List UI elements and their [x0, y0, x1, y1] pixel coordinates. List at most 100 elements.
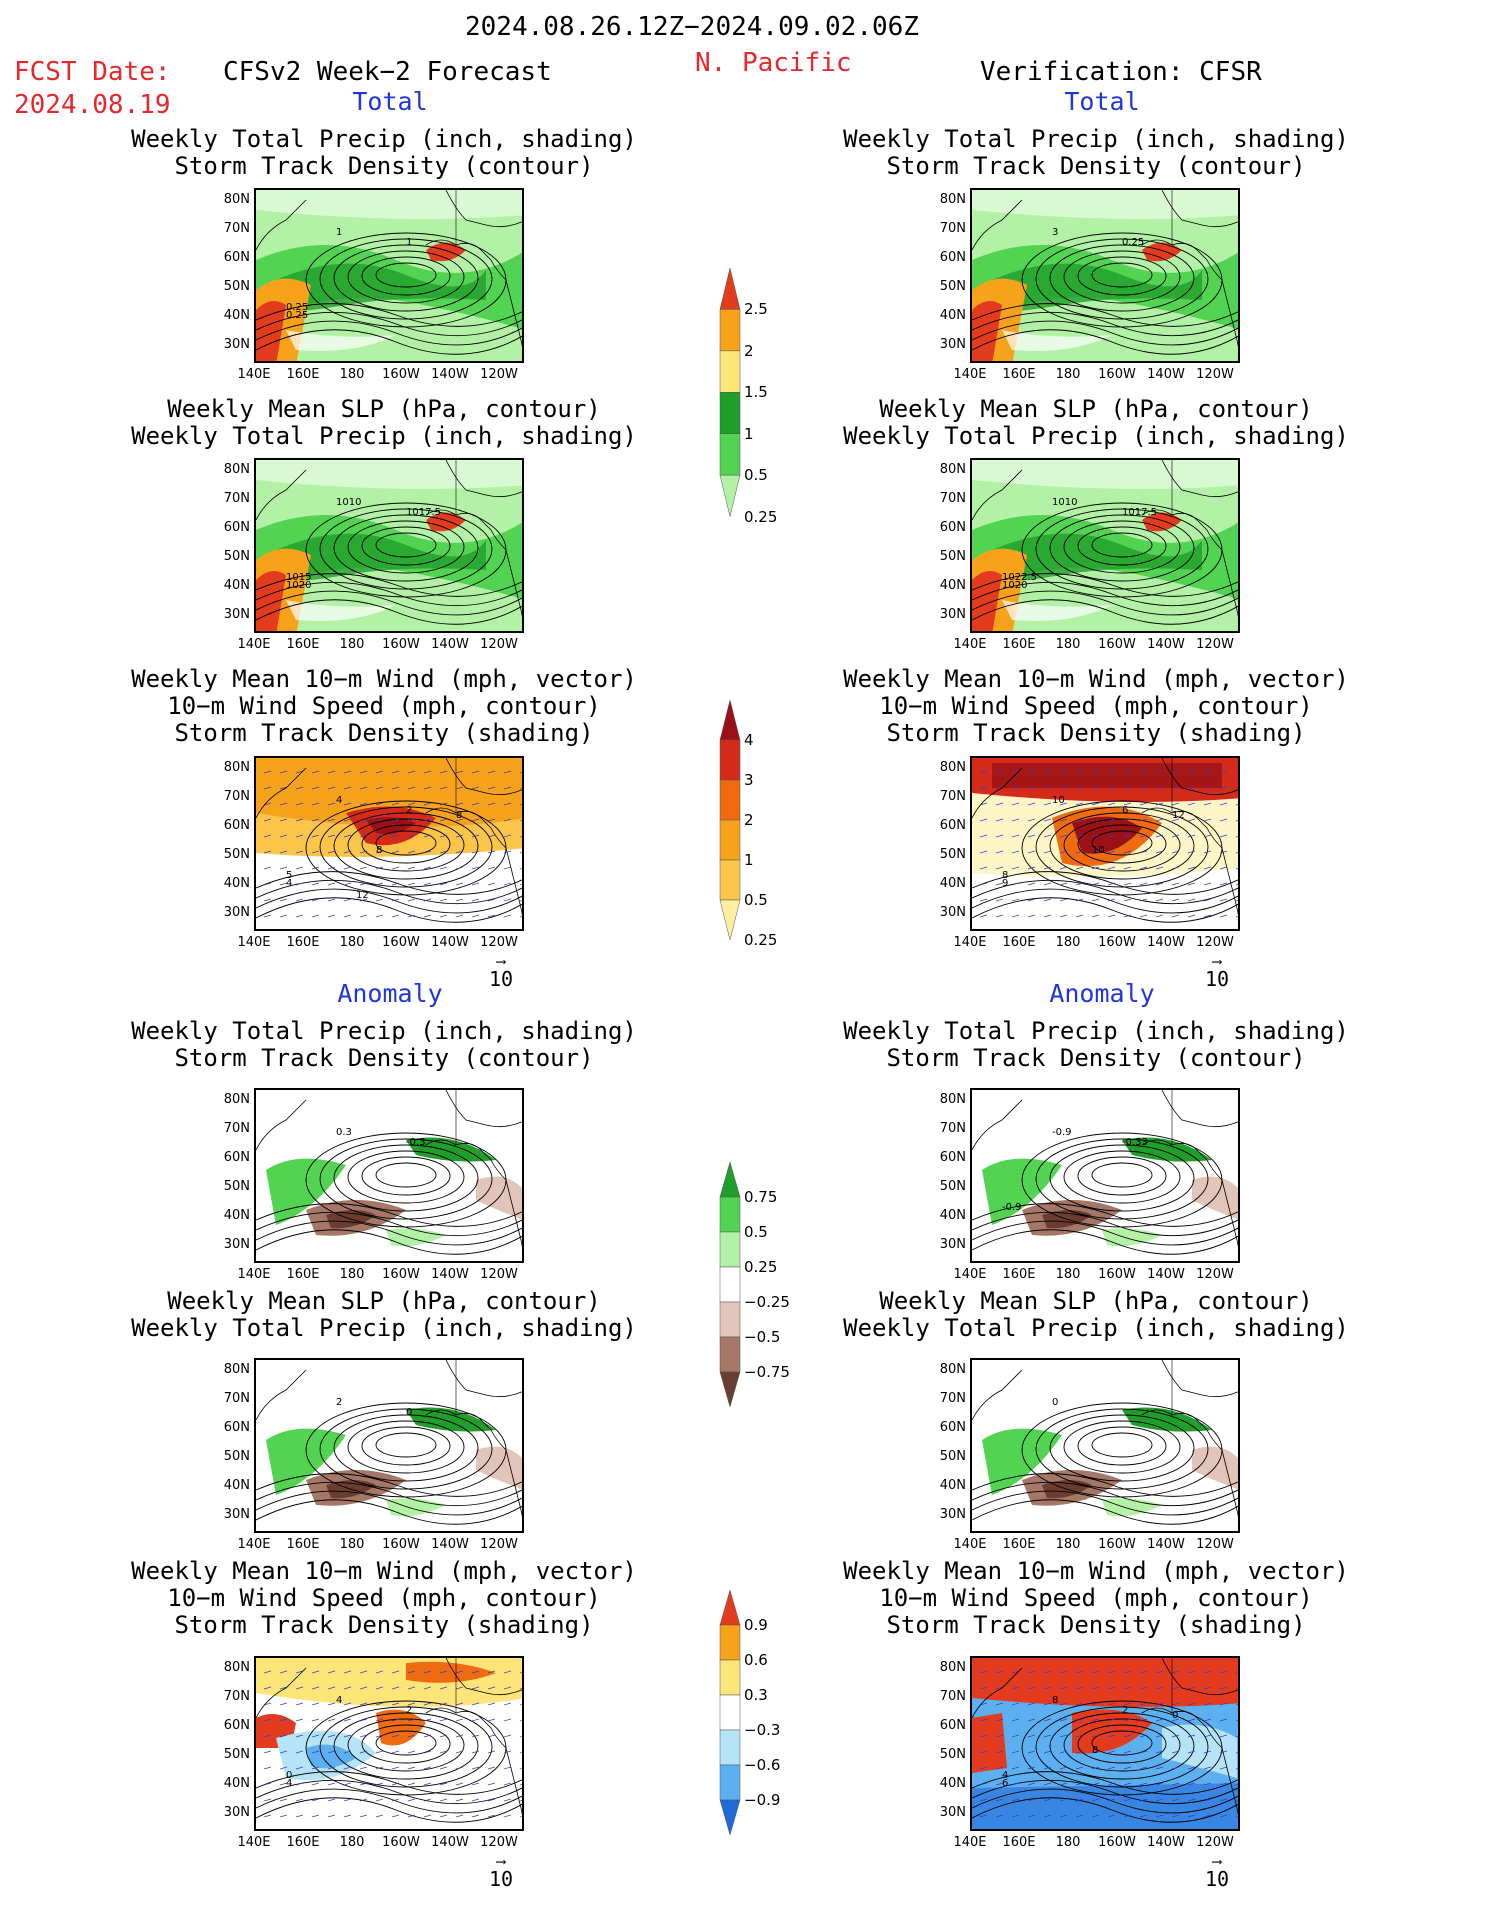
- vector-reference: ⟶ 10: [488, 1854, 514, 1891]
- lat-tick: 30N: [223, 1805, 250, 1820]
- lon-tick: 160E: [1002, 1537, 1036, 1552]
- lon-tick: 120W: [1196, 1267, 1234, 1282]
- lon-tick: 180: [339, 1267, 365, 1282]
- lon-tick: 160W: [1098, 1537, 1136, 1552]
- lat-tick: 70N: [223, 1391, 250, 1406]
- contour-label: 8: [1052, 1695, 1058, 1706]
- lon-tick: 140W: [1147, 1835, 1185, 1850]
- lat-tick: 60N: [223, 520, 250, 535]
- map-v-anom-slp: 0: [972, 1360, 1238, 1531]
- vector-reference: ⟶ 10: [1204, 954, 1230, 991]
- lon-tick: 180: [339, 1835, 365, 1850]
- lat-tick: 80N: [223, 1092, 250, 1107]
- lon-tick: 140W: [431, 637, 469, 652]
- lat-tick: 30N: [939, 1805, 966, 1820]
- contour-label: -0.9: [1052, 1127, 1072, 1138]
- map-v-anom-wind: 8 2 46 8 0: [972, 1658, 1238, 1829]
- contour-label: 4: [286, 1778, 292, 1789]
- colorbar-label: 0.9: [744, 1616, 768, 1634]
- title-f-anom-slp: Weekly Mean SLP (hPa, contour) Weekly Tot…: [131, 1287, 637, 1342]
- contour-label: -0.3: [406, 1137, 426, 1148]
- lat-tick: 40N: [939, 876, 966, 891]
- lat-tick: 40N: [939, 578, 966, 593]
- lat-tick: 40N: [223, 1776, 250, 1791]
- lon-tick: 160E: [286, 1537, 320, 1552]
- lat-tick: 70N: [939, 1121, 966, 1136]
- lat-tick: 80N: [939, 760, 966, 775]
- colorbar-label: 0.25: [744, 507, 778, 526]
- colorbar-label: 1.5: [744, 383, 768, 402]
- title-f-total-slp: Weekly Mean SLP (hPa, contour) Weekly Tot…: [131, 395, 637, 450]
- title-v-anom-wind: Weekly Mean 10−m Wind (mph, vector) 10−m …: [843, 1557, 1349, 1639]
- lon-tick: 140E: [237, 637, 271, 652]
- lon-tick: 120W: [480, 935, 518, 950]
- contour-label: 6: [1122, 805, 1128, 816]
- colorbar-label: 2: [744, 811, 754, 829]
- lat-tick: 30N: [939, 1507, 966, 1522]
- lat-tick: 70N: [223, 221, 250, 236]
- lat-tick: 40N: [939, 1776, 966, 1791]
- lon-tick: 120W: [480, 637, 518, 652]
- contour-label: 1022.5: [1002, 572, 1037, 583]
- vector-reference: ⟶ 10: [488, 954, 514, 991]
- lon-tick: 140E: [237, 1267, 271, 1282]
- lon-tick: 180: [339, 935, 365, 950]
- lat-tick: 60N: [223, 1718, 250, 1733]
- lat-tick: 80N: [223, 760, 250, 775]
- contour-label: 0: [286, 1770, 292, 1781]
- lon-tick: 140E: [953, 935, 987, 950]
- contour-label: 2: [1122, 1705, 1128, 1716]
- lat-tick: 50N: [939, 279, 966, 294]
- lon-tick: 160E: [1002, 1835, 1036, 1850]
- lat-tick: 70N: [939, 789, 966, 804]
- lat-tick: 70N: [223, 789, 250, 804]
- lat-tick: 70N: [939, 1689, 966, 1704]
- lon-tick: 140W: [431, 367, 469, 382]
- colorbar-label: 2.5: [744, 300, 768, 319]
- title-f-total-wind: Weekly Mean 10−m Wind (mph, vector) 10−m …: [131, 665, 637, 747]
- lat-tick: 50N: [939, 847, 966, 862]
- lat-tick: 40N: [223, 1478, 250, 1493]
- lon-tick: 180: [1055, 367, 1081, 382]
- contour-label: 1017.5: [1122, 507, 1157, 518]
- lat-tick: 80N: [223, 1362, 250, 1377]
- map-panel-f-total-precip: 1 1 0.25 0.25: [254, 188, 524, 363]
- lat-tick: 30N: [223, 1507, 250, 1522]
- lon-tick: 160E: [286, 935, 320, 950]
- colorbar-label: −0.6: [744, 1756, 781, 1774]
- lon-tick: 140W: [1147, 935, 1185, 950]
- lon-tick: 160E: [286, 637, 320, 652]
- verification-title: Verification: CFSR: [980, 57, 1262, 87]
- lon-tick: 140E: [237, 1537, 271, 1552]
- lon-tick: 180: [339, 1537, 365, 1552]
- colorbar-label: 0.5: [744, 466, 768, 485]
- contour-label: 4: [286, 878, 292, 889]
- lat-tick: 40N: [223, 1208, 250, 1223]
- lat-tick: 60N: [939, 818, 966, 833]
- map-v-anom-precip: -0.9 -0.33 -0.9: [972, 1090, 1238, 1261]
- lat-tick: 70N: [223, 1121, 250, 1136]
- contour-label: 0.3: [336, 1127, 352, 1138]
- lat-tick: 50N: [223, 847, 250, 862]
- lon-tick: 180: [1055, 1267, 1081, 1282]
- lon-tick: 180: [1055, 637, 1081, 652]
- lon-tick: 160W: [1098, 1835, 1136, 1850]
- contour-label: 4: [336, 1695, 342, 1706]
- lon-tick: 160W: [1098, 1267, 1136, 1282]
- map-v-total-precip: 30.25: [972, 190, 1238, 361]
- colorbar-label: −0.75: [744, 1363, 790, 1381]
- contour-label: 2: [406, 805, 412, 816]
- lat-tick: 30N: [939, 337, 966, 352]
- contour-label: 8: [1002, 870, 1008, 881]
- lat-tick: 60N: [939, 1150, 966, 1165]
- lat-tick: 60N: [939, 250, 966, 265]
- title-v-anom-precip: Weekly Total Precip (inch, shading) Storm…: [843, 1017, 1349, 1072]
- lat-tick: 30N: [223, 607, 250, 622]
- lat-tick: 50N: [939, 549, 966, 564]
- lat-tick: 80N: [223, 462, 250, 477]
- contour-label: 2: [336, 1397, 342, 1408]
- map-panel-f-total-wind: 4 2 5 4 8 8 12: [254, 756, 524, 931]
- lat-tick: 40N: [223, 876, 250, 891]
